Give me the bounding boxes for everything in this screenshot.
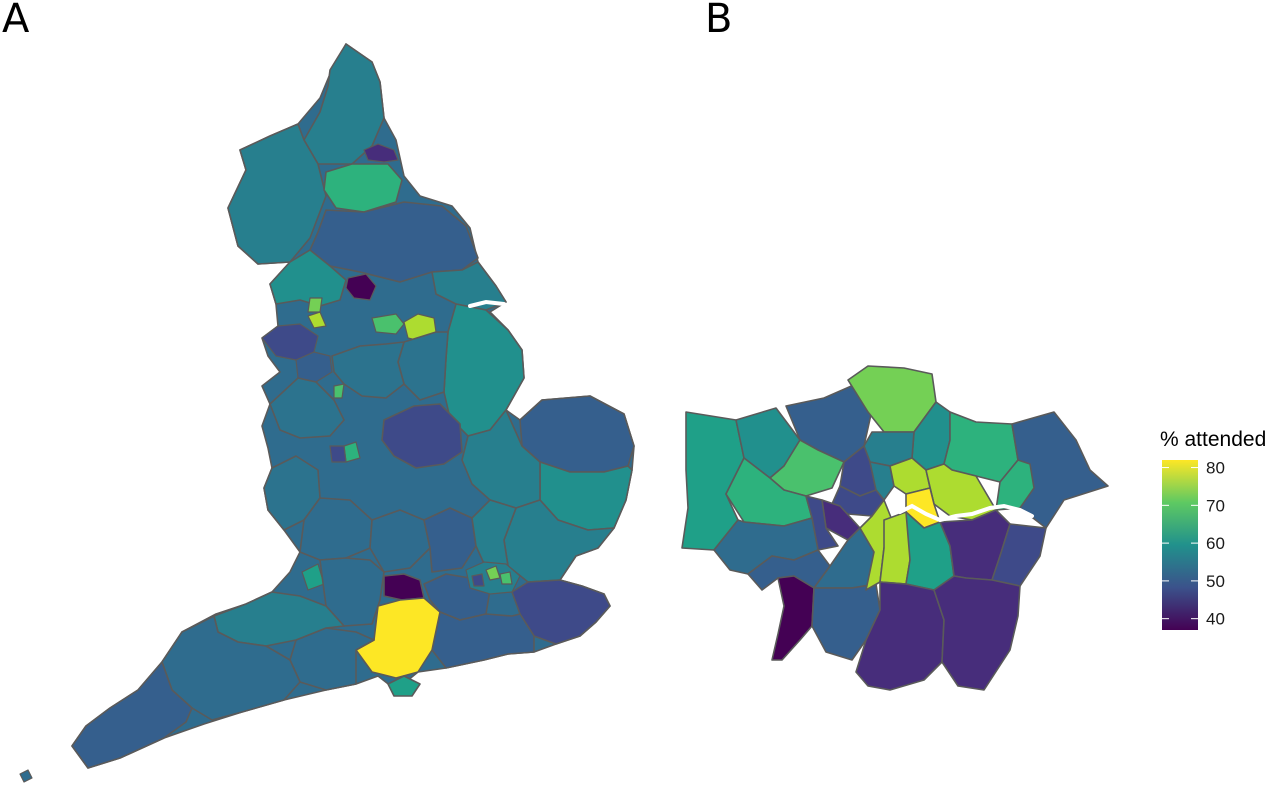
region-leicestershire [381, 403, 463, 469]
region-staffordshire [269, 377, 345, 439]
borough-croydon [855, 581, 945, 691]
region-london-dark [471, 573, 485, 587]
region-isles-of-scilly [19, 769, 33, 783]
legend-ticks: 80 70 60 50 40 [1162, 459, 1225, 629]
region-durham [323, 163, 403, 213]
region-cornwall [71, 661, 193, 769]
legend: % attended 80 70 60 50 40 [1160, 428, 1266, 630]
thames-river [898, 503, 1034, 523]
legend-tick-label: 50 [1206, 572, 1225, 591]
region-london-green-2 [499, 571, 513, 585]
region-buckinghamshire [423, 507, 477, 573]
legend-title: % attended [1160, 428, 1266, 451]
region-sussex [431, 611, 535, 669]
legend-tick-label: 80 [1206, 459, 1225, 478]
region-london-green-1 [485, 565, 501, 581]
england-map [19, 43, 635, 783]
region-sandwell [329, 445, 347, 463]
region-burnley [307, 297, 323, 313]
panel-b-letter: B [705, 0, 732, 42]
borough-kingston [771, 575, 815, 661]
region-derbyshire [331, 341, 405, 399]
region-cheshire-spot [333, 383, 345, 399]
region-bradford [345, 273, 377, 301]
region-lancashire [269, 249, 347, 307]
region-blackburn [307, 311, 327, 329]
borough-bromley [933, 575, 1021, 691]
region-isle-of-wight [387, 675, 421, 697]
region-cumbria [227, 123, 327, 265]
borough-islington [869, 461, 895, 501]
london-map [681, 365, 1109, 691]
region-northumberland [303, 43, 385, 165]
legend-tick-label: 60 [1206, 534, 1225, 553]
borough-redbridge [943, 411, 1019, 483]
region-newcastle [363, 143, 399, 163]
region-east-riding [431, 261, 507, 311]
legend-tick-label: 70 [1206, 496, 1225, 515]
region-oxfordshire [369, 509, 431, 573]
legend-colorbar [1162, 460, 1198, 630]
panel-a-letter: A [2, 0, 30, 42]
humber-estuary [468, 299, 506, 308]
legend-tick-label: 40 [1206, 610, 1225, 629]
region-hertfordshire [471, 499, 517, 569]
region-merseyside [261, 323, 319, 361]
region-leeds [371, 313, 405, 335]
region-devon [161, 615, 301, 721]
